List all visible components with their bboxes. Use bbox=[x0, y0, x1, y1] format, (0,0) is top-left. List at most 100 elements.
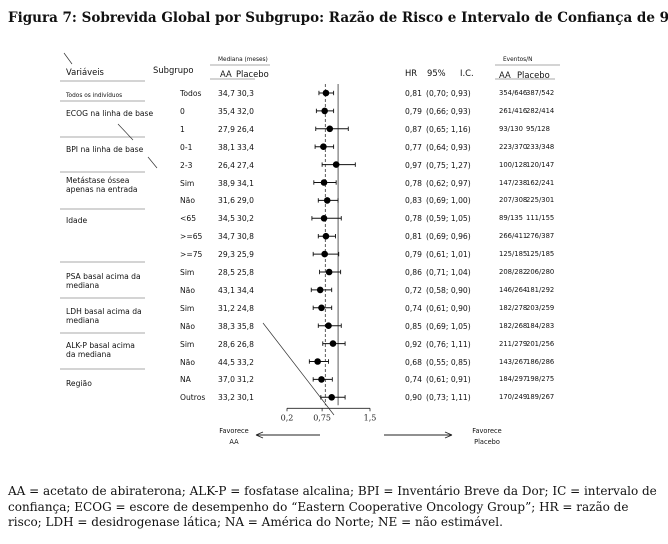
row-ci: (0,64; 0,93) bbox=[426, 142, 471, 152]
row-events-placebo: 233/348 bbox=[526, 142, 555, 151]
row-hr: 0,74 bbox=[405, 303, 422, 313]
row-events-placebo: 120/147 bbox=[526, 160, 555, 169]
row-hr: 0,78 bbox=[405, 178, 422, 188]
row-median-placebo: 33,4 bbox=[237, 142, 254, 152]
row-events-placebo: 181/292 bbox=[526, 285, 555, 294]
diagonal-stroke bbox=[262, 322, 335, 416]
row-events-placebo: 125/185 bbox=[526, 250, 555, 259]
row-subgroup: >=65 bbox=[180, 232, 203, 242]
header-eventos: Eventos/N bbox=[503, 57, 533, 63]
row-median-aa: 28,6 bbox=[218, 339, 235, 349]
hr-point bbox=[321, 107, 328, 115]
hr-point bbox=[316, 286, 324, 294]
row-ci: (0,65; 1,16) bbox=[426, 124, 471, 134]
row-median-placebo: 25,9 bbox=[237, 250, 254, 260]
hr-point bbox=[318, 304, 325, 312]
row-events-aa: 182/268 bbox=[499, 321, 528, 330]
hr-point bbox=[320, 143, 327, 150]
row-median-placebo: 25,8 bbox=[237, 268, 254, 277]
footnote: AA = acetato de abiraterona; ALK-P = fos… bbox=[8, 484, 657, 529]
row-hr: 0,68 bbox=[405, 357, 422, 367]
x-axis-tick-label: 0,2 bbox=[281, 413, 294, 422]
row-median-placebo: 30,2 bbox=[237, 214, 254, 224]
row-hr: 0,90 bbox=[405, 393, 422, 403]
row-events-aa: 93/130 bbox=[499, 124, 523, 133]
row-events-placebo: 282/414 bbox=[526, 106, 555, 115]
var-label: BPI na linha de base bbox=[66, 145, 144, 154]
diagonal-stroke bbox=[147, 156, 158, 169]
row-events-aa: 125/185 bbox=[499, 250, 528, 259]
row-median-aa: 37,0 bbox=[218, 375, 235, 385]
favors-aa-arrowhead bbox=[255, 431, 264, 439]
row-events-placebo: 206/280 bbox=[526, 268, 555, 276]
row-median-aa: 34,7 bbox=[218, 89, 235, 98]
row-ci: (0,61; 0,91) bbox=[426, 375, 471, 385]
row-median-placebo: 32,0 bbox=[237, 106, 254, 116]
row-subgroup: Outros bbox=[180, 393, 206, 403]
row-median-placebo: 27,4 bbox=[237, 160, 254, 170]
row-subgroup: Sim bbox=[180, 178, 195, 188]
row-subgroup: Não bbox=[180, 357, 195, 367]
row-events-placebo: 201/256 bbox=[526, 339, 555, 348]
hr-point bbox=[326, 125, 334, 133]
row-events-placebo: 162/241 bbox=[526, 178, 555, 187]
row-events-placebo: 225/301 bbox=[526, 196, 555, 205]
row-ci: (0,69; 1,05) bbox=[426, 321, 471, 331]
row-events-aa: 143/267 bbox=[499, 357, 528, 366]
hr-point bbox=[328, 394, 335, 401]
row-median-aa: 33,2 bbox=[218, 393, 235, 403]
hr-point bbox=[322, 89, 330, 97]
row-median-placebo: 35,8 bbox=[237, 321, 254, 331]
var-label: ECOG na linha de base bbox=[66, 109, 154, 118]
row-events-aa: 170/249 bbox=[499, 393, 528, 402]
row-median-placebo: 30,3 bbox=[237, 89, 254, 98]
hr-point bbox=[321, 250, 328, 258]
hr-point bbox=[332, 161, 340, 168]
row-events-aa: 182/278 bbox=[499, 303, 528, 312]
hr-point bbox=[320, 215, 328, 222]
row-subgroup: 0 bbox=[180, 106, 185, 116]
row-hr: 0,72 bbox=[405, 285, 422, 295]
header-variaveis: Variáveis bbox=[66, 67, 104, 77]
row-median-placebo: 34,4 bbox=[237, 285, 254, 295]
var-label: Metástase óssea apenas na entrada bbox=[66, 176, 138, 194]
hr-point bbox=[325, 268, 333, 276]
row-hr: 0,97 bbox=[405, 160, 422, 170]
row-events-aa: 89/135 bbox=[499, 214, 523, 223]
row-events-aa: 147/238 bbox=[499, 178, 528, 187]
row-hr: 0,81 bbox=[405, 89, 422, 98]
row-median-aa: 34,5 bbox=[218, 214, 235, 224]
row-median-aa: 38,9 bbox=[218, 178, 235, 188]
header-ic: I.C. bbox=[460, 68, 474, 78]
var-label: Região bbox=[66, 379, 92, 388]
row-hr: 0,81 bbox=[405, 232, 422, 242]
row-median-placebo: 26,8 bbox=[237, 339, 254, 349]
row-ci: (0,71; 1,04) bbox=[426, 268, 471, 277]
diagonal-stroke bbox=[117, 123, 134, 141]
row-median-aa: 28,5 bbox=[218, 268, 235, 277]
row-ci: (0,73; 1,11) bbox=[426, 393, 471, 403]
row-events-aa: 207/308 bbox=[499, 196, 528, 205]
row-ci: (0,55; 0,85) bbox=[426, 357, 471, 367]
row-median-aa: 38,3 bbox=[218, 321, 235, 331]
header-95: 95% bbox=[427, 68, 446, 78]
row-median-placebo: 26,4 bbox=[237, 124, 254, 134]
header-mediana: Mediana (meses) bbox=[218, 57, 268, 63]
header-eventos-aa: AA bbox=[499, 70, 511, 80]
x-axis-tick-label: 0,75 bbox=[313, 413, 331, 422]
row-subgroup: NA bbox=[180, 375, 191, 385]
row-median-placebo: 29,0 bbox=[237, 196, 254, 206]
var-label: Idade bbox=[66, 216, 88, 225]
var-label: LDH basal acima da mediana bbox=[66, 307, 142, 325]
row-median-aa: 31,2 bbox=[218, 303, 235, 313]
diagonal-stroke bbox=[63, 52, 73, 65]
row-events-placebo: 184/283 bbox=[526, 321, 555, 330]
row-ci: (0,59; 1,05) bbox=[426, 214, 471, 224]
row-ci: (0,70; 0,93) bbox=[426, 89, 471, 98]
var-label: Todos os indivíduos bbox=[66, 93, 123, 99]
var-label: PSA basal acima da mediana bbox=[66, 272, 141, 290]
row-median-aa: 27,9 bbox=[218, 124, 235, 134]
row-subgroup: 1 bbox=[180, 124, 185, 134]
row-median-aa: 43,1 bbox=[218, 285, 235, 295]
